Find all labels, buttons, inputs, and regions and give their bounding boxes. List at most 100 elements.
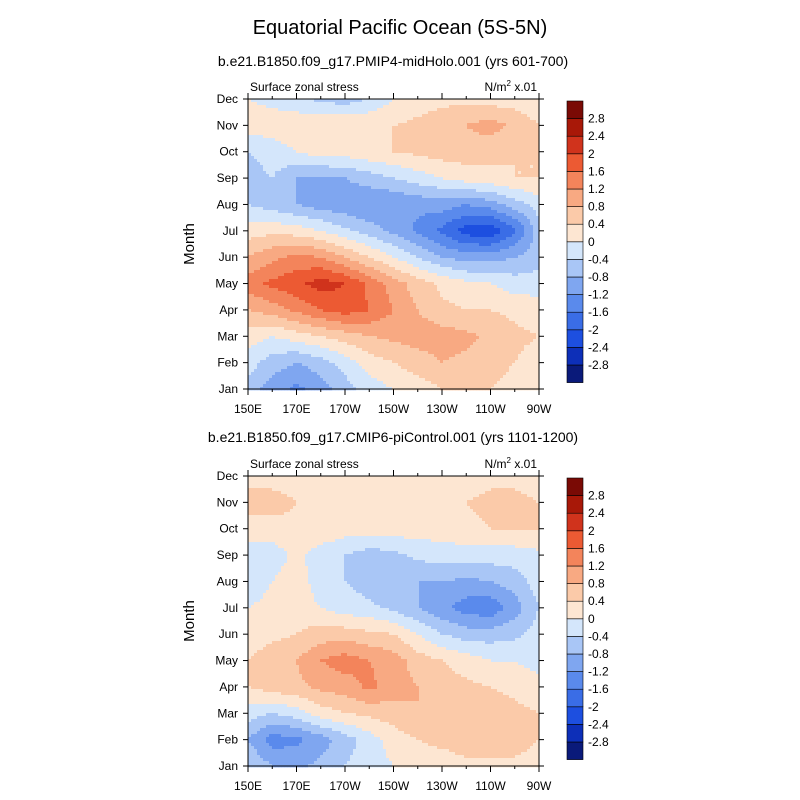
field-cell <box>470 249 473 252</box>
field-cell <box>422 198 425 201</box>
field-cell <box>365 249 368 252</box>
field-cell <box>329 108 332 111</box>
field-cell <box>416 153 419 156</box>
field-cell <box>398 114 401 117</box>
field-cell <box>431 180 434 183</box>
field-cell <box>422 240 425 243</box>
field-cell <box>248 246 251 249</box>
field-cell <box>515 225 518 228</box>
field-cell <box>380 120 383 123</box>
field-cell <box>377 195 380 198</box>
field-cell <box>446 102 449 105</box>
field-cell <box>443 102 446 105</box>
field-cell <box>341 99 344 102</box>
field-cell <box>413 174 416 177</box>
field-cell <box>383 141 386 144</box>
field-cell <box>263 165 266 168</box>
field-cell <box>305 174 308 177</box>
field-cell <box>446 249 449 252</box>
field-cell <box>338 117 341 120</box>
field-cell <box>527 123 530 126</box>
field-cell <box>260 252 263 255</box>
field-cell <box>266 156 269 159</box>
field-cell <box>338 180 341 183</box>
field-cell <box>518 156 521 159</box>
field-cell <box>473 150 476 153</box>
field-cell <box>269 246 272 249</box>
field-cell <box>455 243 458 246</box>
field-cell <box>305 138 308 141</box>
field-cell <box>302 174 305 177</box>
field-cell <box>392 177 395 180</box>
field-cell <box>290 210 293 213</box>
field-cell <box>293 180 296 183</box>
field-cell <box>260 99 263 102</box>
field-cell <box>521 198 524 201</box>
field-cell <box>368 108 371 111</box>
field-cell <box>344 231 347 234</box>
field-cell <box>533 168 536 171</box>
field-cell <box>305 162 308 165</box>
field-cell <box>380 243 383 246</box>
field-cell <box>341 189 344 192</box>
field-cell <box>527 240 530 243</box>
field-cell <box>434 114 437 117</box>
field-cell <box>491 108 494 111</box>
field-cell <box>338 240 341 243</box>
field-cell <box>467 138 470 141</box>
field-cell <box>305 207 308 210</box>
field-cell <box>287 228 290 231</box>
field-cell <box>407 138 410 141</box>
field-cell <box>386 174 389 177</box>
field-cell <box>494 114 497 117</box>
field-cell <box>287 171 290 174</box>
field-cell <box>515 228 518 231</box>
field-cell <box>530 207 533 210</box>
field-cell <box>485 237 488 240</box>
field-cell <box>332 213 335 216</box>
field-cell <box>488 135 491 138</box>
field-cell <box>338 234 341 237</box>
field-cell <box>359 186 362 189</box>
field-cell <box>356 225 359 228</box>
field-cell <box>518 222 521 225</box>
field-cell <box>479 180 482 183</box>
field-cell <box>479 186 482 189</box>
field-cell <box>491 99 494 102</box>
field-cell <box>260 174 263 177</box>
field-cell <box>494 189 497 192</box>
field-cell <box>296 252 299 255</box>
field-cell <box>413 105 416 108</box>
field-cell <box>413 114 416 117</box>
field-cell <box>416 243 419 246</box>
field-cell <box>317 240 320 243</box>
field-cell <box>503 213 506 216</box>
field-cell <box>392 216 395 219</box>
field-cell <box>260 186 263 189</box>
field-cell <box>311 114 314 117</box>
field-cell <box>344 168 347 171</box>
field-cell <box>308 213 311 216</box>
field-cell <box>497 129 500 132</box>
field-cell <box>479 108 482 111</box>
field-cell <box>329 105 332 108</box>
field-cell <box>431 147 434 150</box>
field-cell <box>338 210 341 213</box>
field-cell <box>521 210 524 213</box>
field-cell <box>512 204 515 207</box>
field-cell <box>470 177 473 180</box>
field-cell <box>497 189 500 192</box>
field-cell <box>491 102 494 105</box>
field-cell <box>272 135 275 138</box>
field-cell <box>461 162 464 165</box>
field-cell <box>275 225 278 228</box>
field-cell <box>470 183 473 186</box>
field-cell <box>401 237 404 240</box>
field-cell <box>449 219 452 222</box>
field-cell <box>314 249 317 252</box>
field-cell <box>476 249 479 252</box>
field-cell <box>386 222 389 225</box>
field-cell <box>428 138 431 141</box>
field-cell <box>473 240 476 243</box>
field-cell <box>269 243 272 246</box>
